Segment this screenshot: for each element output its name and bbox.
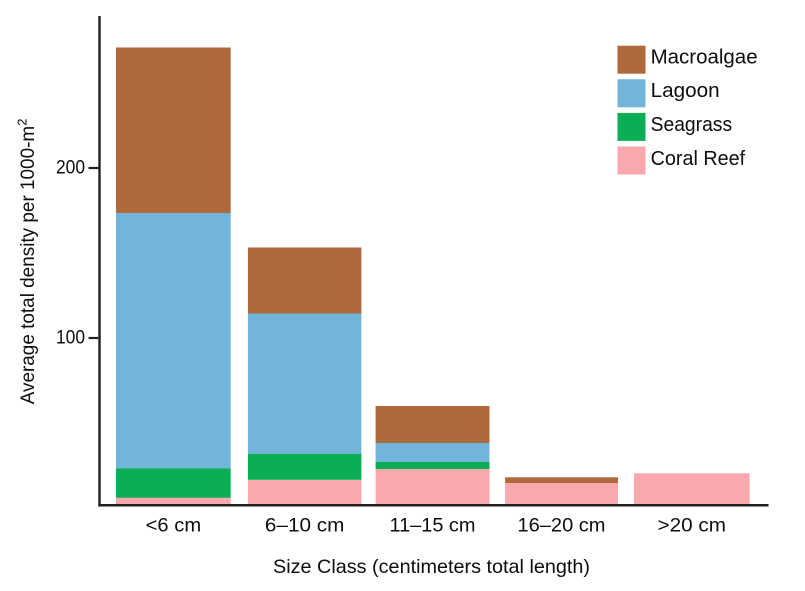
svg-text:11–15 cm: 11–15 cm [390, 515, 476, 537]
svg-text:Macroalgae: Macroalgae [651, 46, 758, 68]
svg-text:Seagrass: Seagrass [651, 114, 733, 136]
svg-text:16–20 cm: 16–20 cm [518, 515, 606, 537]
svg-text:100: 100 [56, 328, 85, 349]
svg-text:Coral Reef: Coral Reef [651, 148, 746, 170]
svg-text:Lagoon: Lagoon [651, 80, 720, 102]
svg-text:>20 cm: >20 cm [658, 515, 727, 537]
svg-text:200: 200 [56, 158, 85, 179]
svg-text:Average total density per 1000: Average total density per 1000-m2 [14, 119, 39, 405]
svg-text:6–10 cm: 6–10 cm [265, 515, 345, 537]
svg-text:<6 cm: <6 cm [146, 515, 202, 537]
svg-text:Size Class (centimeters total: Size Class (centimeters total length) [273, 556, 590, 578]
